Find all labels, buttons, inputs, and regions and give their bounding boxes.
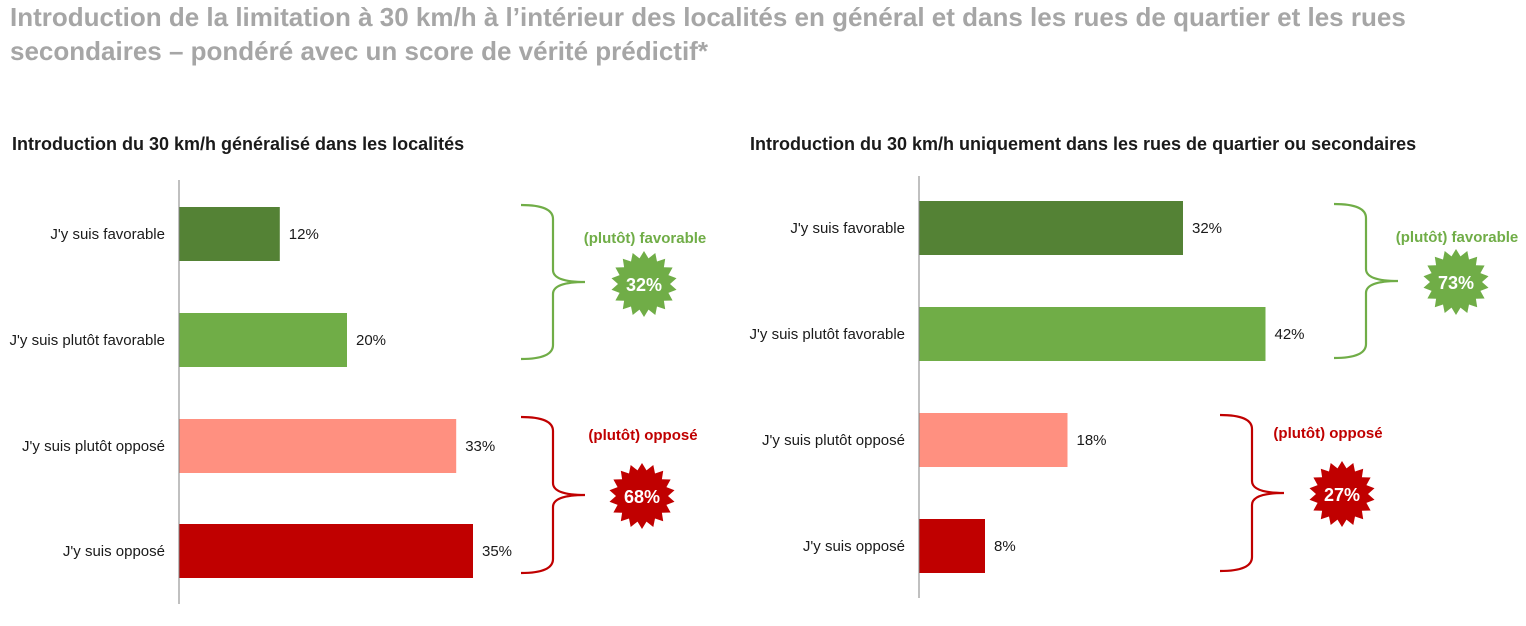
bar-3 xyxy=(179,524,473,578)
value-label-2: 18% xyxy=(1077,432,1107,449)
bar-2 xyxy=(919,413,1068,467)
group-brace-1 xyxy=(520,415,586,575)
category-label-1: J'y suis plutôt favorable xyxy=(750,326,905,343)
category-label-3: J'y suis opposé xyxy=(63,543,165,560)
group-value-1: 68% xyxy=(624,487,660,507)
value-label-2: 33% xyxy=(465,438,495,455)
category-label-0: J'y suis favorable xyxy=(50,226,165,243)
chart-1: 32% J'y suis favorable 42% J'y suis plutôt … xyxy=(750,176,1519,598)
group-label-1: (plutôt) opposé xyxy=(1273,425,1382,442)
group-label-0: (plutôt) favorable xyxy=(584,230,707,247)
bar-0 xyxy=(179,207,280,261)
chart-title-right: Introduction du 30 km/h uniquement dans … xyxy=(750,134,1417,154)
bar-1 xyxy=(919,307,1266,361)
group-brace-1 xyxy=(1219,413,1285,573)
group-label-1: (plutôt) opposé xyxy=(588,427,697,444)
group-badge-1 xyxy=(609,463,675,529)
group-brace-0 xyxy=(1333,202,1399,360)
chart-0: 12% J'y suis favorable 20% J'y suis plutôt … xyxy=(10,180,707,604)
bar-1 xyxy=(179,313,347,367)
page-title: Introduction de la limitation à 30 km/h … xyxy=(10,2,1406,66)
category-label-2: J'y suis plutôt opposé xyxy=(762,432,905,449)
value-label-0: 32% xyxy=(1192,220,1222,237)
category-label-1: J'y suis plutôt favorable xyxy=(10,332,165,349)
value-label-1: 42% xyxy=(1275,326,1305,343)
value-label-3: 8% xyxy=(994,538,1016,555)
group-badge-0 xyxy=(611,251,677,317)
category-label-0: J'y suis favorable xyxy=(790,220,905,237)
group-value-0: 73% xyxy=(1438,273,1474,293)
bar-3 xyxy=(919,519,985,573)
category-label-2: J'y suis plutôt opposé xyxy=(22,438,165,455)
group-value-1: 27% xyxy=(1324,485,1360,505)
group-value-0: 32% xyxy=(626,275,662,295)
bar-0 xyxy=(919,201,1183,255)
bar-2 xyxy=(179,419,457,473)
group-badge-1 xyxy=(1309,461,1375,527)
category-label-3: J'y suis opposé xyxy=(803,538,905,555)
value-label-0: 12% xyxy=(289,226,319,243)
group-label-0: (plutôt) favorable xyxy=(1396,229,1519,246)
group-brace-0 xyxy=(520,203,586,361)
value-label-3: 35% xyxy=(482,543,512,560)
chart-title-left: Introduction du 30 km/h généralisé dans … xyxy=(12,134,465,154)
value-label-1: 20% xyxy=(356,332,386,349)
group-badge-0 xyxy=(1423,249,1489,315)
